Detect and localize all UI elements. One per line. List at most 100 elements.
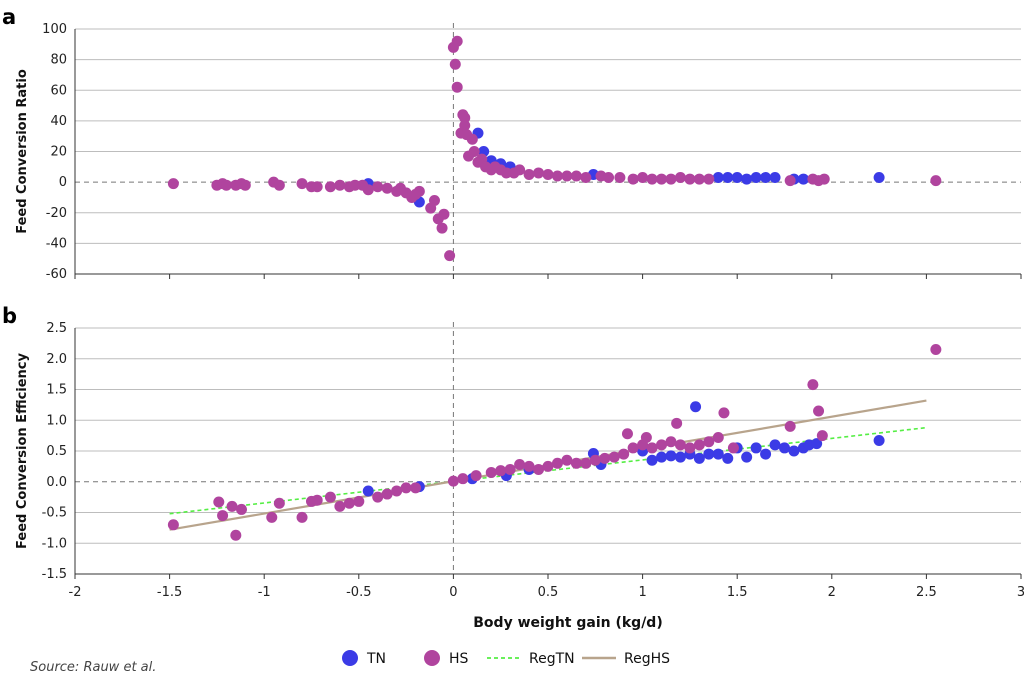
point-hs	[500, 167, 512, 179]
point-hs	[542, 460, 554, 472]
point-hs	[372, 491, 384, 503]
point-hs	[226, 500, 238, 512]
point-tn	[873, 172, 885, 184]
x-tick-label: 1.5	[727, 585, 748, 600]
point-hs	[816, 430, 828, 442]
point-hs	[627, 173, 639, 185]
point-tn	[722, 172, 734, 184]
legend: TN HS RegTN RegHS	[342, 650, 670, 667]
point-tn	[722, 452, 734, 464]
panel-a: a 100 80 60 40 20 0 -20 -40 -60 Feed Conversion Ra…	[2, 5, 1022, 282]
point-tn	[741, 173, 753, 185]
point-hs	[235, 503, 247, 515]
legend-label-regtn: RegTN	[529, 651, 575, 667]
point-hs	[561, 454, 573, 466]
point-hs	[436, 222, 448, 234]
point-tn	[690, 401, 702, 413]
point-tn	[703, 448, 715, 460]
point-hs	[818, 173, 830, 185]
point-hs	[353, 495, 365, 507]
point-hs	[656, 173, 668, 185]
point-hs	[349, 179, 361, 191]
point-hs	[220, 179, 232, 191]
panel-label: b	[2, 304, 17, 328]
panel-label: a	[2, 5, 16, 29]
point-hs	[693, 439, 705, 451]
y-tick-label: 2.0	[46, 352, 67, 367]
y-tick-label: 80	[50, 53, 67, 68]
point-hs	[551, 170, 563, 182]
x-axis-label: Body weight gain (kg/d)	[473, 615, 662, 631]
point-hs	[542, 168, 554, 180]
point-hs	[599, 452, 611, 464]
point-hs	[646, 173, 658, 185]
point-hs	[217, 510, 229, 522]
point-tn	[674, 451, 686, 463]
point-tn	[656, 451, 668, 463]
x-tick-label: -0.5	[346, 585, 371, 600]
point-tn	[712, 172, 724, 184]
source-note: Source: Rauw et al.	[30, 660, 157, 675]
point-hs	[466, 133, 478, 145]
point-hs	[334, 179, 346, 191]
point-hs	[813, 405, 825, 417]
point-hs	[807, 379, 819, 391]
point-hs	[413, 185, 425, 197]
point-hs	[514, 164, 526, 176]
x-tick-label: 2	[828, 585, 836, 600]
point-hs	[343, 497, 355, 509]
point-hs	[570, 170, 582, 182]
point-hs	[438, 208, 450, 220]
point-hs	[665, 173, 677, 185]
x-tick-label: 3	[1017, 585, 1024, 600]
point-hs	[167, 178, 179, 190]
y-tick-label: 40	[50, 114, 67, 129]
point-hs	[451, 81, 463, 93]
point-hs	[296, 178, 308, 190]
point-tn	[769, 172, 781, 184]
point-hs	[391, 485, 403, 497]
point-hs	[703, 436, 715, 448]
point-tn	[693, 452, 705, 464]
point-hs	[640, 431, 652, 443]
point-tn	[769, 439, 781, 451]
point-hs	[703, 173, 715, 185]
point-hs	[618, 448, 630, 460]
point-hs	[296, 511, 308, 523]
point-hs	[400, 482, 412, 494]
point-hs	[381, 182, 393, 194]
point-hs	[656, 439, 668, 451]
point-tn	[811, 438, 823, 450]
point-tn	[779, 442, 790, 454]
point-hs	[671, 417, 683, 429]
point-hs	[459, 112, 471, 124]
point-hs	[570, 457, 582, 469]
point-tn	[788, 445, 800, 457]
y-tick-label: -60	[46, 267, 67, 282]
point-hs	[930, 175, 942, 187]
y-tick-label: 0.0	[46, 475, 67, 490]
point-hs	[621, 428, 633, 440]
point-hs	[372, 181, 384, 193]
point-hs	[447, 475, 459, 487]
point-hs	[637, 172, 649, 184]
point-hs	[381, 488, 393, 500]
point-hs	[784, 175, 796, 187]
point-hs	[693, 173, 705, 185]
point-hs	[495, 465, 507, 477]
y-tick-label: -20	[46, 206, 67, 221]
y-tick-label: 0	[59, 175, 67, 190]
x-tick-label: 0.5	[538, 585, 559, 600]
point-tn	[731, 172, 743, 184]
point-hs	[712, 431, 724, 443]
point-hs	[324, 491, 336, 503]
point-hs	[324, 181, 336, 193]
y-tick-label: 100	[42, 22, 67, 37]
y-tick-label: 2.5	[46, 321, 67, 336]
legend-marker-tn	[342, 650, 358, 666]
point-hs	[213, 496, 225, 508]
point-hs	[665, 436, 677, 448]
legend-label-tn: TN	[366, 651, 386, 667]
point-hs	[457, 473, 469, 485]
y-tick-label: 60	[50, 83, 67, 98]
